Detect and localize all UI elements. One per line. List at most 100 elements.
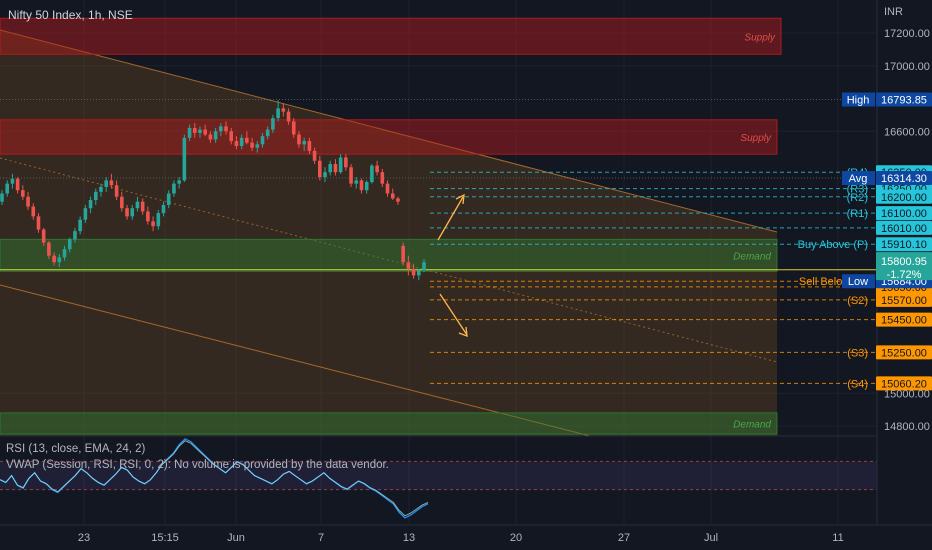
pivot-label: (S3)	[847, 347, 868, 359]
channel-lower-line	[0, 284, 591, 437]
candle-body	[187, 127, 192, 138]
candle-body	[67, 239, 72, 250]
candle-body	[396, 198, 400, 202]
candle-body	[10, 178, 15, 184]
bearish-arrow	[439, 293, 468, 336]
candle-body	[208, 134, 213, 140]
marker-price-tag: 16314.30	[881, 173, 927, 185]
candle-body	[354, 180, 359, 184]
candle-body	[338, 157, 343, 173]
level-price-tag: 15570.00	[881, 295, 927, 307]
level-price-tag: 16010.00	[881, 223, 927, 235]
candle-body	[166, 193, 171, 205]
candle-body	[422, 262, 426, 271]
candle-body	[104, 180, 108, 187]
candle-body	[88, 200, 93, 209]
candle-body	[5, 183, 10, 194]
level-price-tag-bg	[876, 206, 932, 221]
grid-lines	[0, 0, 877, 525]
candle-body	[312, 150, 317, 161]
candle-body	[375, 165, 379, 173]
candle-body	[21, 190, 25, 197]
price-tick-label: 17200.00	[884, 28, 930, 40]
candle-body	[151, 221, 155, 227]
bullish-arrow	[437, 196, 464, 241]
direction-arrows	[437, 193, 468, 337]
candle-body	[31, 206, 36, 217]
rsi-band	[0, 461, 877, 490]
candle-body	[234, 141, 239, 146]
candle-body	[302, 141, 306, 145]
time-axis: 23 15:15 Jun 7 13 20 27 Jul 11	[0, 524, 932, 550]
candle-body	[250, 142, 254, 148]
candle-body	[380, 172, 385, 184]
candle-body	[219, 126, 223, 132]
time-axis-background	[0, 525, 932, 550]
channel-upper-line	[0, 29, 778, 233]
candle-body	[297, 134, 301, 145]
last-price-value: 15800.95	[881, 256, 927, 268]
candle-body	[276, 108, 280, 119]
candle-body	[109, 180, 114, 186]
rsi-indicator-label[interactable]: RSI (13, close, EMA, 24, 2)	[6, 443, 146, 455]
candle-body	[281, 108, 286, 112]
pivot-label: (R1)	[847, 208, 868, 220]
candle-body	[333, 164, 338, 173]
time-tick-label: 20	[510, 532, 522, 544]
candle-body	[93, 191, 98, 201]
candle-body	[406, 262, 411, 269]
candle-body	[36, 216, 41, 230]
candle-body	[370, 165, 374, 183]
candle-body	[120, 196, 124, 209]
supply-zone	[0, 17, 782, 55]
candle-body	[359, 180, 364, 191]
candle-body	[255, 144, 260, 148]
vwap-indicator-label[interactable]: VWAP (Session, RSI, RSI, 0, 2): No volum…	[6, 459, 389, 471]
marker-price-tag-bg	[876, 171, 932, 186]
candle-body	[411, 268, 416, 276]
demand-zone-label: Demand	[733, 420, 771, 431]
candle-body	[15, 178, 20, 191]
price-tick-label: 14800.00	[884, 421, 930, 433]
demand-zone	[0, 238, 778, 272]
time-tick-label: 23	[78, 532, 90, 544]
level-price-tag: 16100.00	[881, 208, 927, 220]
candle-body	[172, 183, 176, 194]
candle-body	[146, 211, 150, 222]
pivot-label: Buy Above (P)	[798, 239, 868, 251]
channel-midline	[0, 157, 778, 363]
marker-label: Avg	[849, 173, 868, 185]
last-price-change: -1.72%	[887, 269, 922, 281]
candle-body	[41, 229, 46, 243]
price-axis: INR 17200.00 17000.00 16600.00 15000.00 14800…	[842, 0, 932, 525]
candle-body	[130, 208, 135, 217]
bearish-arrowhead	[458, 326, 468, 337]
demand-zone	[0, 412, 778, 435]
candle-body	[265, 129, 270, 137]
level-price-tag: 16200.00	[881, 192, 927, 204]
candle-body	[213, 131, 218, 140]
candle-body	[156, 213, 161, 227]
candle-body	[83, 208, 88, 220]
marker-label-bg	[842, 171, 875, 186]
candlestick-series	[0, 100, 426, 281]
price-tick-label: 16600.00	[884, 126, 930, 138]
candle-body	[198, 129, 202, 133]
time-tick-label: 15:15	[151, 532, 179, 544]
level-price-tag-bg	[876, 345, 932, 360]
candle-body	[203, 129, 207, 135]
candle-body	[78, 219, 82, 232]
candle-body	[344, 157, 348, 168]
supply-zone-label: Supply	[740, 133, 772, 144]
price-tick-label: 15000.00	[884, 388, 930, 400]
candle-body	[140, 201, 145, 212]
supply-zone	[0, 119, 778, 155]
level-price-tag: 15250.00	[881, 347, 927, 359]
price-tick-label: 17000.00	[884, 61, 930, 73]
candle-body	[260, 136, 265, 145]
candle-body	[0, 193, 4, 202]
marker-label: Low	[848, 276, 868, 288]
candle-body	[229, 131, 234, 142]
level-price-tag-bg	[876, 312, 932, 327]
